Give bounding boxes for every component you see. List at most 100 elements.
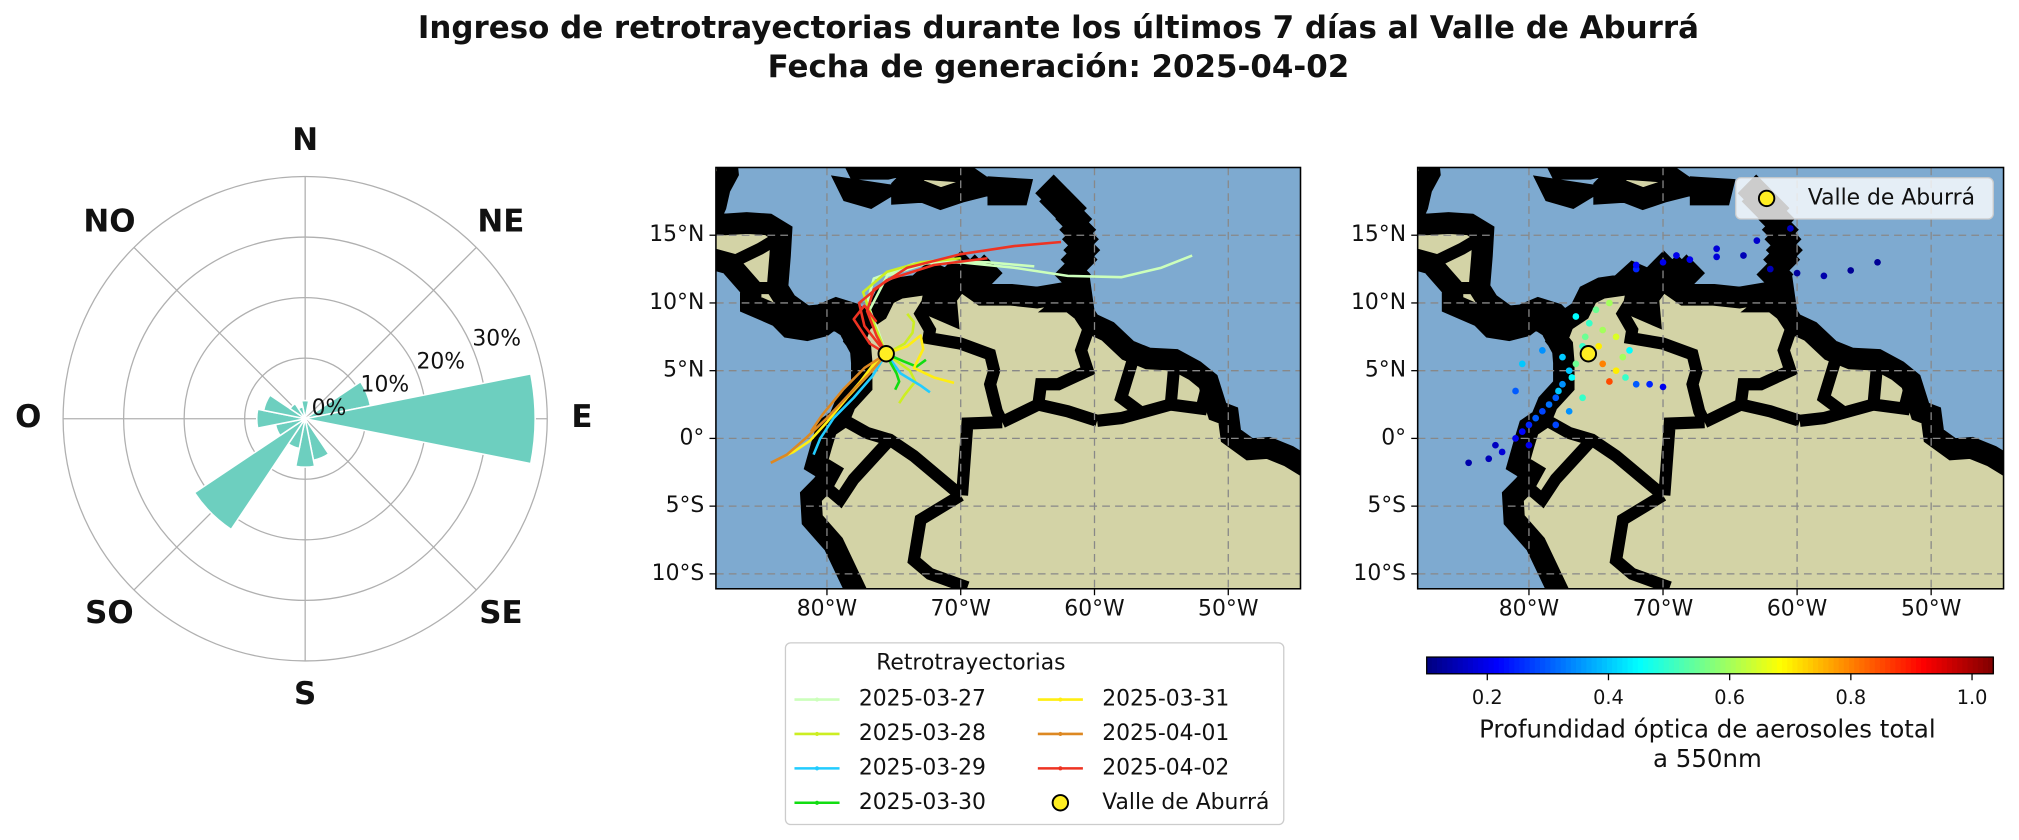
colorbar-cell xyxy=(1436,657,1443,674)
colorbar-cell xyxy=(1874,657,1881,674)
legend-label: 2025-04-01 xyxy=(1102,721,1229,746)
colorbar-cell xyxy=(1797,657,1804,674)
colorbar-cell xyxy=(1483,657,1490,674)
colorbar-cell xyxy=(1694,657,1701,674)
aod-point xyxy=(1659,258,1667,266)
colorbar-cell xyxy=(1833,657,1840,674)
colorbar-cell xyxy=(1910,657,1917,674)
colorbar-cell xyxy=(1622,657,1629,674)
colorbar-cell xyxy=(1807,657,1814,674)
figure-subtitle: Fecha de generación: 2025-04-02 xyxy=(768,49,1350,85)
legend-title: Retrotrayectorias xyxy=(876,650,1065,675)
colorbar-cell xyxy=(1936,657,1943,674)
colorbar-cell xyxy=(1637,657,1644,674)
aod-point xyxy=(1572,360,1580,368)
legend-label: 2025-03-28 xyxy=(859,721,986,746)
colorbar-cell xyxy=(1452,657,1459,674)
colorbar-cell xyxy=(1627,657,1634,674)
colorbar-cell xyxy=(1591,657,1598,674)
colorbar-cell xyxy=(1776,657,1783,674)
colorbar-cell xyxy=(1601,657,1608,674)
colorbar-cell xyxy=(1586,657,1593,674)
aod-point xyxy=(1793,269,1801,277)
colorbar-cell xyxy=(1782,657,1788,674)
aod-point xyxy=(1622,374,1629,381)
direction-label: SE xyxy=(479,595,522,631)
legend-label: 2025-03-29 xyxy=(859,755,986,780)
aod-point xyxy=(1632,380,1640,388)
aod-point xyxy=(1532,414,1540,422)
colorbar-cell xyxy=(1565,657,1572,674)
colorbar-cell xyxy=(1498,657,1505,674)
map-area xyxy=(1417,167,2004,589)
x-tick-label: 60°W xyxy=(1064,596,1124,621)
direction-label: N xyxy=(292,122,318,158)
colorbar-cell xyxy=(1869,657,1876,674)
aod-point xyxy=(1572,313,1580,320)
colorbar-cell xyxy=(1509,657,1516,674)
polar-bar xyxy=(262,394,306,420)
colorbar-cell xyxy=(1617,657,1624,674)
aod-point xyxy=(1820,272,1828,280)
direction-label: NE xyxy=(477,203,524,239)
colorbar-tick-label: 0.2 xyxy=(1472,686,1503,709)
colorbar-cell xyxy=(1493,657,1500,674)
colorbar-cell xyxy=(1838,657,1845,674)
colorbar-cell xyxy=(1854,657,1861,674)
colorbar-cell xyxy=(1802,657,1809,674)
colorbar-cell xyxy=(1679,657,1685,674)
colorbar-cell xyxy=(1828,657,1835,674)
aod-point xyxy=(1673,252,1680,259)
colorbar-cell xyxy=(1946,657,1953,674)
colorbar-cell xyxy=(1761,657,1768,674)
aod-point xyxy=(1626,347,1633,354)
y-tick-label: 15°N xyxy=(649,222,704,247)
colorbar-cell xyxy=(1606,657,1613,674)
radial-line xyxy=(133,246,306,420)
map-frame xyxy=(715,166,1302,590)
r-tick-label: 0% xyxy=(312,396,347,421)
colorbar-cell xyxy=(1570,657,1577,674)
aod-point xyxy=(1555,387,1562,395)
aod-point xyxy=(1525,441,1533,449)
aod-point xyxy=(1592,306,1600,314)
colorbar-cell xyxy=(1503,657,1510,674)
aod-point xyxy=(1565,407,1573,415)
legend-label: 2025-04-02 xyxy=(1102,755,1229,780)
colorbar-cell xyxy=(1529,657,1536,674)
aod-point xyxy=(1559,353,1566,361)
colorbar-cell xyxy=(1545,657,1552,674)
colorbar-cell xyxy=(1447,657,1454,674)
colorbar-cell xyxy=(1730,657,1737,674)
y-tick-label: 15°N xyxy=(1351,222,1406,247)
aod-point xyxy=(1612,367,1620,375)
r-tick-label: 20% xyxy=(416,350,465,375)
map-area xyxy=(715,167,1301,589)
legend-swatch-dot xyxy=(814,800,820,805)
colorbar-cell xyxy=(1941,657,1948,674)
colorbar-cell xyxy=(1720,657,1727,674)
colorbar-cell xyxy=(1988,657,1995,674)
colorbar-cell xyxy=(1473,657,1479,674)
trajectory xyxy=(885,352,917,404)
trajectory xyxy=(885,334,955,385)
aod-point xyxy=(1632,261,1640,269)
colorbar-cell xyxy=(1462,657,1469,674)
colorbar-cell xyxy=(1514,657,1521,674)
x-tick-label: 60°W xyxy=(1767,596,1827,621)
colorbar-cell xyxy=(1921,657,1928,674)
colorbar-cell xyxy=(1653,657,1660,674)
trajectory xyxy=(809,352,887,433)
colorbar-cell xyxy=(1818,657,1825,674)
legend: Valle de Aburrá xyxy=(1735,177,1994,220)
polar-bar xyxy=(193,418,306,531)
legend-swatch xyxy=(1757,189,1776,208)
aod-point xyxy=(1545,401,1553,408)
x-tick-label: 50°W xyxy=(1901,596,1961,621)
colorbar-cell xyxy=(1905,657,1912,674)
y-tick-label: 5°S xyxy=(666,493,705,518)
colorbar-cell xyxy=(1771,657,1778,674)
legend-label: Valle de Aburrá xyxy=(1808,185,1975,210)
colorbar-cell xyxy=(1426,657,1433,674)
colorbar-cell xyxy=(1843,657,1850,674)
